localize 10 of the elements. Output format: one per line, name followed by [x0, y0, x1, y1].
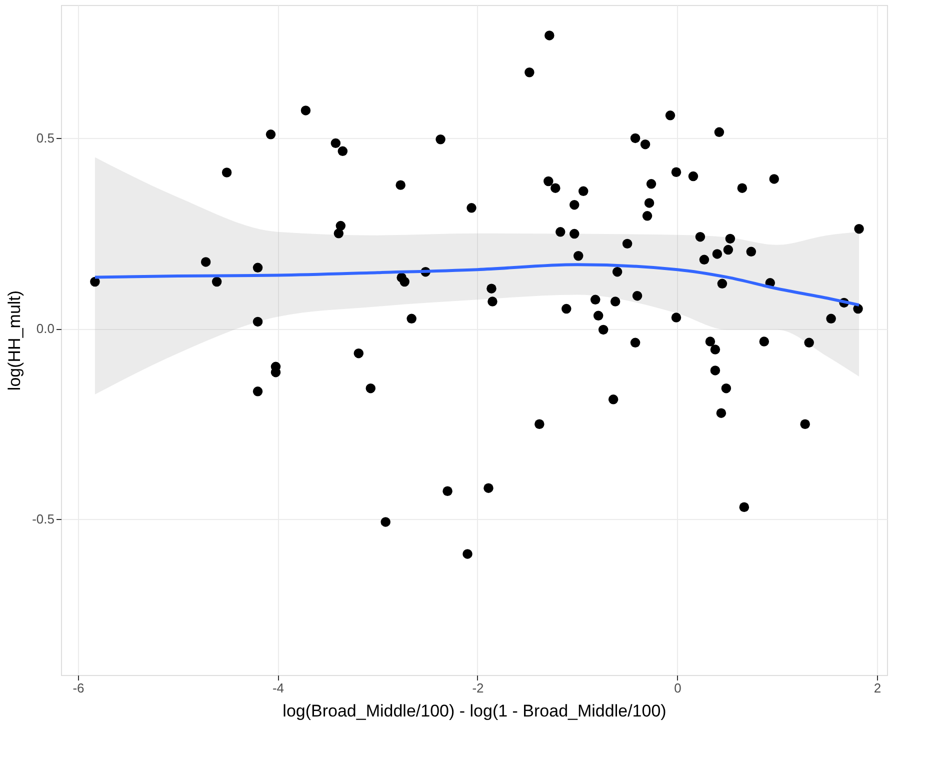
x-tick-label: -6	[72, 680, 84, 696]
x-tick-label: 2	[874, 680, 882, 696]
y-tick-label: 0.0	[36, 321, 54, 336]
x-axis-title: log(Broad_Middle/100) - log(1 - Broad_Middle/100)	[282, 702, 666, 720]
y-axis-title: log(HH_mult)	[5, 290, 24, 391]
x-tick-label: -2	[472, 680, 484, 696]
y-tick-label: 0.5	[36, 130, 54, 146]
x-tick-label: -4	[272, 680, 284, 696]
x-tick-label: 0	[674, 680, 682, 696]
y-tick-label: -0.5	[32, 511, 54, 526]
